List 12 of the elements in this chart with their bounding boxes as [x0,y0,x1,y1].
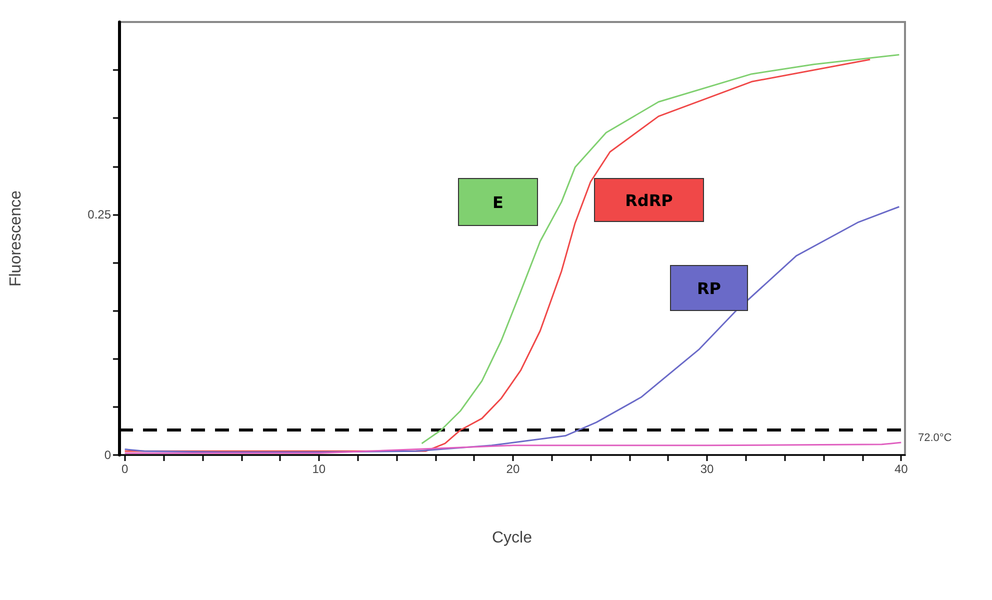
x-tick-label: 0 [121,462,128,476]
x-tick-label: 40 [894,462,908,476]
y-tick-label: 0.25 [88,207,112,222]
line-series [421,54,900,444]
text: 72.0°C [918,432,952,444]
line-series [124,58,871,452]
x-tick-label: 10 [312,462,326,476]
x-tick-label: 20 [506,462,520,476]
line-series [124,442,902,454]
x-axis-title: Cycle [492,530,532,546]
y-axis-title: Fluorescence [8,190,24,287]
x-tick-label: 30 [700,462,714,476]
